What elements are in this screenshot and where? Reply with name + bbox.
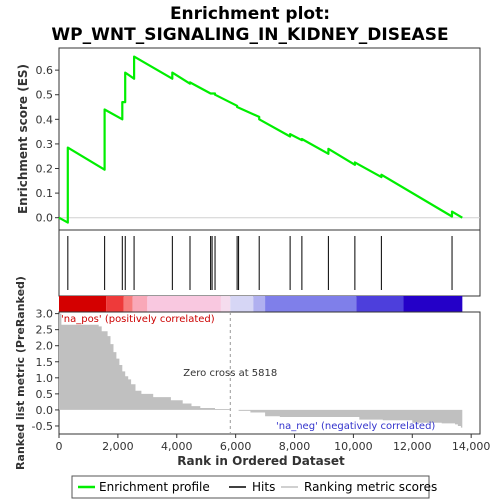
color-bar-segment — [230, 296, 254, 312]
color-bar-segment — [59, 296, 107, 312]
color-bar-segment — [132, 296, 148, 312]
rank-x-tick-label: 8,000 — [279, 440, 311, 453]
color-bar-segment — [106, 296, 124, 312]
rank-y-ticks: -0.5 0.0 0.5 1.0 1.5 2.0 2.5 3.0 — [32, 308, 59, 433]
color-bar-segment — [147, 296, 221, 312]
positive-correlation-label: 'na_pos' (positively correlated) — [61, 314, 215, 325]
rank-x-tick-label: 2,000 — [102, 440, 134, 453]
hit-lines — [67, 236, 453, 290]
rank-x-ticks: 0 2,000 4,000 6,000 8,000 10,000 12,000 14,000 — [56, 434, 491, 453]
chart-title-line1: Enrichment plot: — [170, 4, 330, 24]
color-bar-segment — [356, 296, 404, 312]
rank-y-tick-label: 0.5 — [36, 388, 54, 401]
color-bar-segment — [265, 296, 357, 312]
rank-y-tick-label: 2.0 — [36, 340, 54, 353]
legend-frame — [71, 475, 430, 499]
rank-x-tick-label: 0 — [56, 440, 63, 453]
ranking-color-bar — [59, 296, 463, 312]
zero-cross-label: Zero cross at 5818 — [183, 368, 277, 379]
rank-x-tick-label: 14,000 — [452, 440, 491, 453]
rank-y-tick-label: 0.0 — [36, 404, 54, 417]
es-y-tick-label: 0.0 — [36, 212, 54, 225]
es-y-tick-label: 0.4 — [36, 113, 54, 126]
es-y-tick-label: 0.1 — [36, 187, 54, 200]
es-panel: 0.0 0.1 0.2 0.3 0.4 0.5 0.6 Enrichment score (… — [16, 47, 481, 231]
hits-panel-frame — [58, 229, 481, 297]
ranking-metric-area — [59, 313, 463, 430]
rank-y-tick-label: 1.0 — [36, 372, 54, 385]
legend-enrichment-profile: Enrichment profile — [99, 480, 210, 494]
es-y-tick-label: 0.5 — [36, 89, 54, 102]
rank-y-tick-label: -0.5 — [32, 420, 53, 433]
rank-x-axis-title: Rank in Ordered Dataset — [177, 454, 345, 468]
rank-metric-panel: Zero cross at 5818 'na_pos' (positively … — [14, 276, 490, 470]
es-y-ticks: 0.0 0.1 0.2 0.3 0.4 0.5 0.6 — [36, 64, 59, 225]
es-y-tick-label: 0.3 — [36, 138, 54, 151]
es-y-axis-title: Enrichment score (ES) — [16, 64, 30, 214]
color-bar-segment — [123, 296, 133, 312]
enrichment-profile-line — [58, 55, 463, 224]
rank-x-tick-label: 4,000 — [161, 440, 193, 453]
rank-y-tick-label: 2.5 — [36, 324, 54, 337]
es-y-tick-label: 0.6 — [36, 64, 54, 77]
es-y-tick-label: 0.2 — [36, 163, 54, 176]
legend: Enrichment profile Hits Ranking metric s… — [71, 475, 437, 499]
rank-x-tick-label: 10,000 — [334, 440, 373, 453]
negative-correlation-label: 'na_neg' (negatively correlated) — [276, 421, 435, 432]
rank-x-tick-label: 12,000 — [393, 440, 432, 453]
es-panel-frame — [58, 47, 481, 231]
legend-ranking-metric: Ranking metric scores — [304, 480, 437, 494]
rank-x-tick-label: 6,000 — [220, 440, 252, 453]
color-bar-segment — [220, 296, 231, 312]
hits-panel — [58, 229, 481, 297]
chart-title-line2: WP_WNT_SIGNALING_IN_KIDNEY_DISEASE — [51, 25, 448, 45]
legend-hits: Hits — [252, 480, 275, 494]
rank-y-tick-label: 1.5 — [36, 356, 54, 369]
color-bar-segment — [403, 296, 463, 312]
rank-y-axis-title: Ranked list metric (PreRanked) — [14, 276, 27, 470]
rank-y-tick-label: 3.0 — [36, 308, 54, 321]
color-bar-segment — [253, 296, 266, 312]
